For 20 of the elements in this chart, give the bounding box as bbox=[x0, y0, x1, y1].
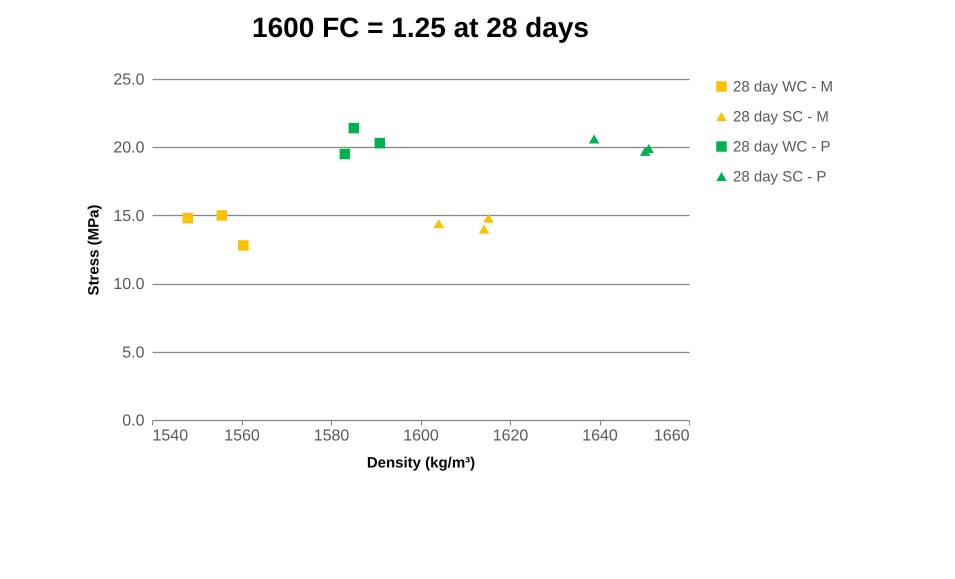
legend-label: 28 day WC - M bbox=[733, 78, 834, 96]
x-tick-label: 1640 bbox=[582, 428, 618, 444]
y-axis-title: Stress (MPa) bbox=[85, 204, 102, 296]
y-tick-label: 0.0 bbox=[122, 412, 145, 430]
y-tick-label: 5.0 bbox=[122, 344, 145, 362]
x-tick-label: 1660 bbox=[654, 428, 690, 444]
y-tick-label: 20.0 bbox=[113, 140, 145, 157]
legend-label: 28 day WC - P bbox=[733, 138, 831, 156]
x-tick-label: 1540 bbox=[152, 428, 188, 444]
legend-label: 28 day SC - M bbox=[733, 108, 829, 126]
x-tick-label: 1560 bbox=[224, 428, 260, 444]
x-axis-title: Density (kg/m³) bbox=[366, 454, 476, 472]
y-tick-label: 10.0 bbox=[113, 276, 145, 294]
x-tick-label: 1580 bbox=[314, 428, 350, 444]
legend-label: 28 day SC - P bbox=[733, 168, 826, 186]
y-tick-label: 15.0 bbox=[113, 208, 145, 225]
chart-title: 1600 FC = 1.25 at 28 days bbox=[252, 12, 589, 43]
x-tick-label: 1600 bbox=[403, 428, 439, 444]
x-tick-label: 1620 bbox=[492, 428, 528, 444]
y-tick-label: 25.0 bbox=[113, 72, 145, 88]
